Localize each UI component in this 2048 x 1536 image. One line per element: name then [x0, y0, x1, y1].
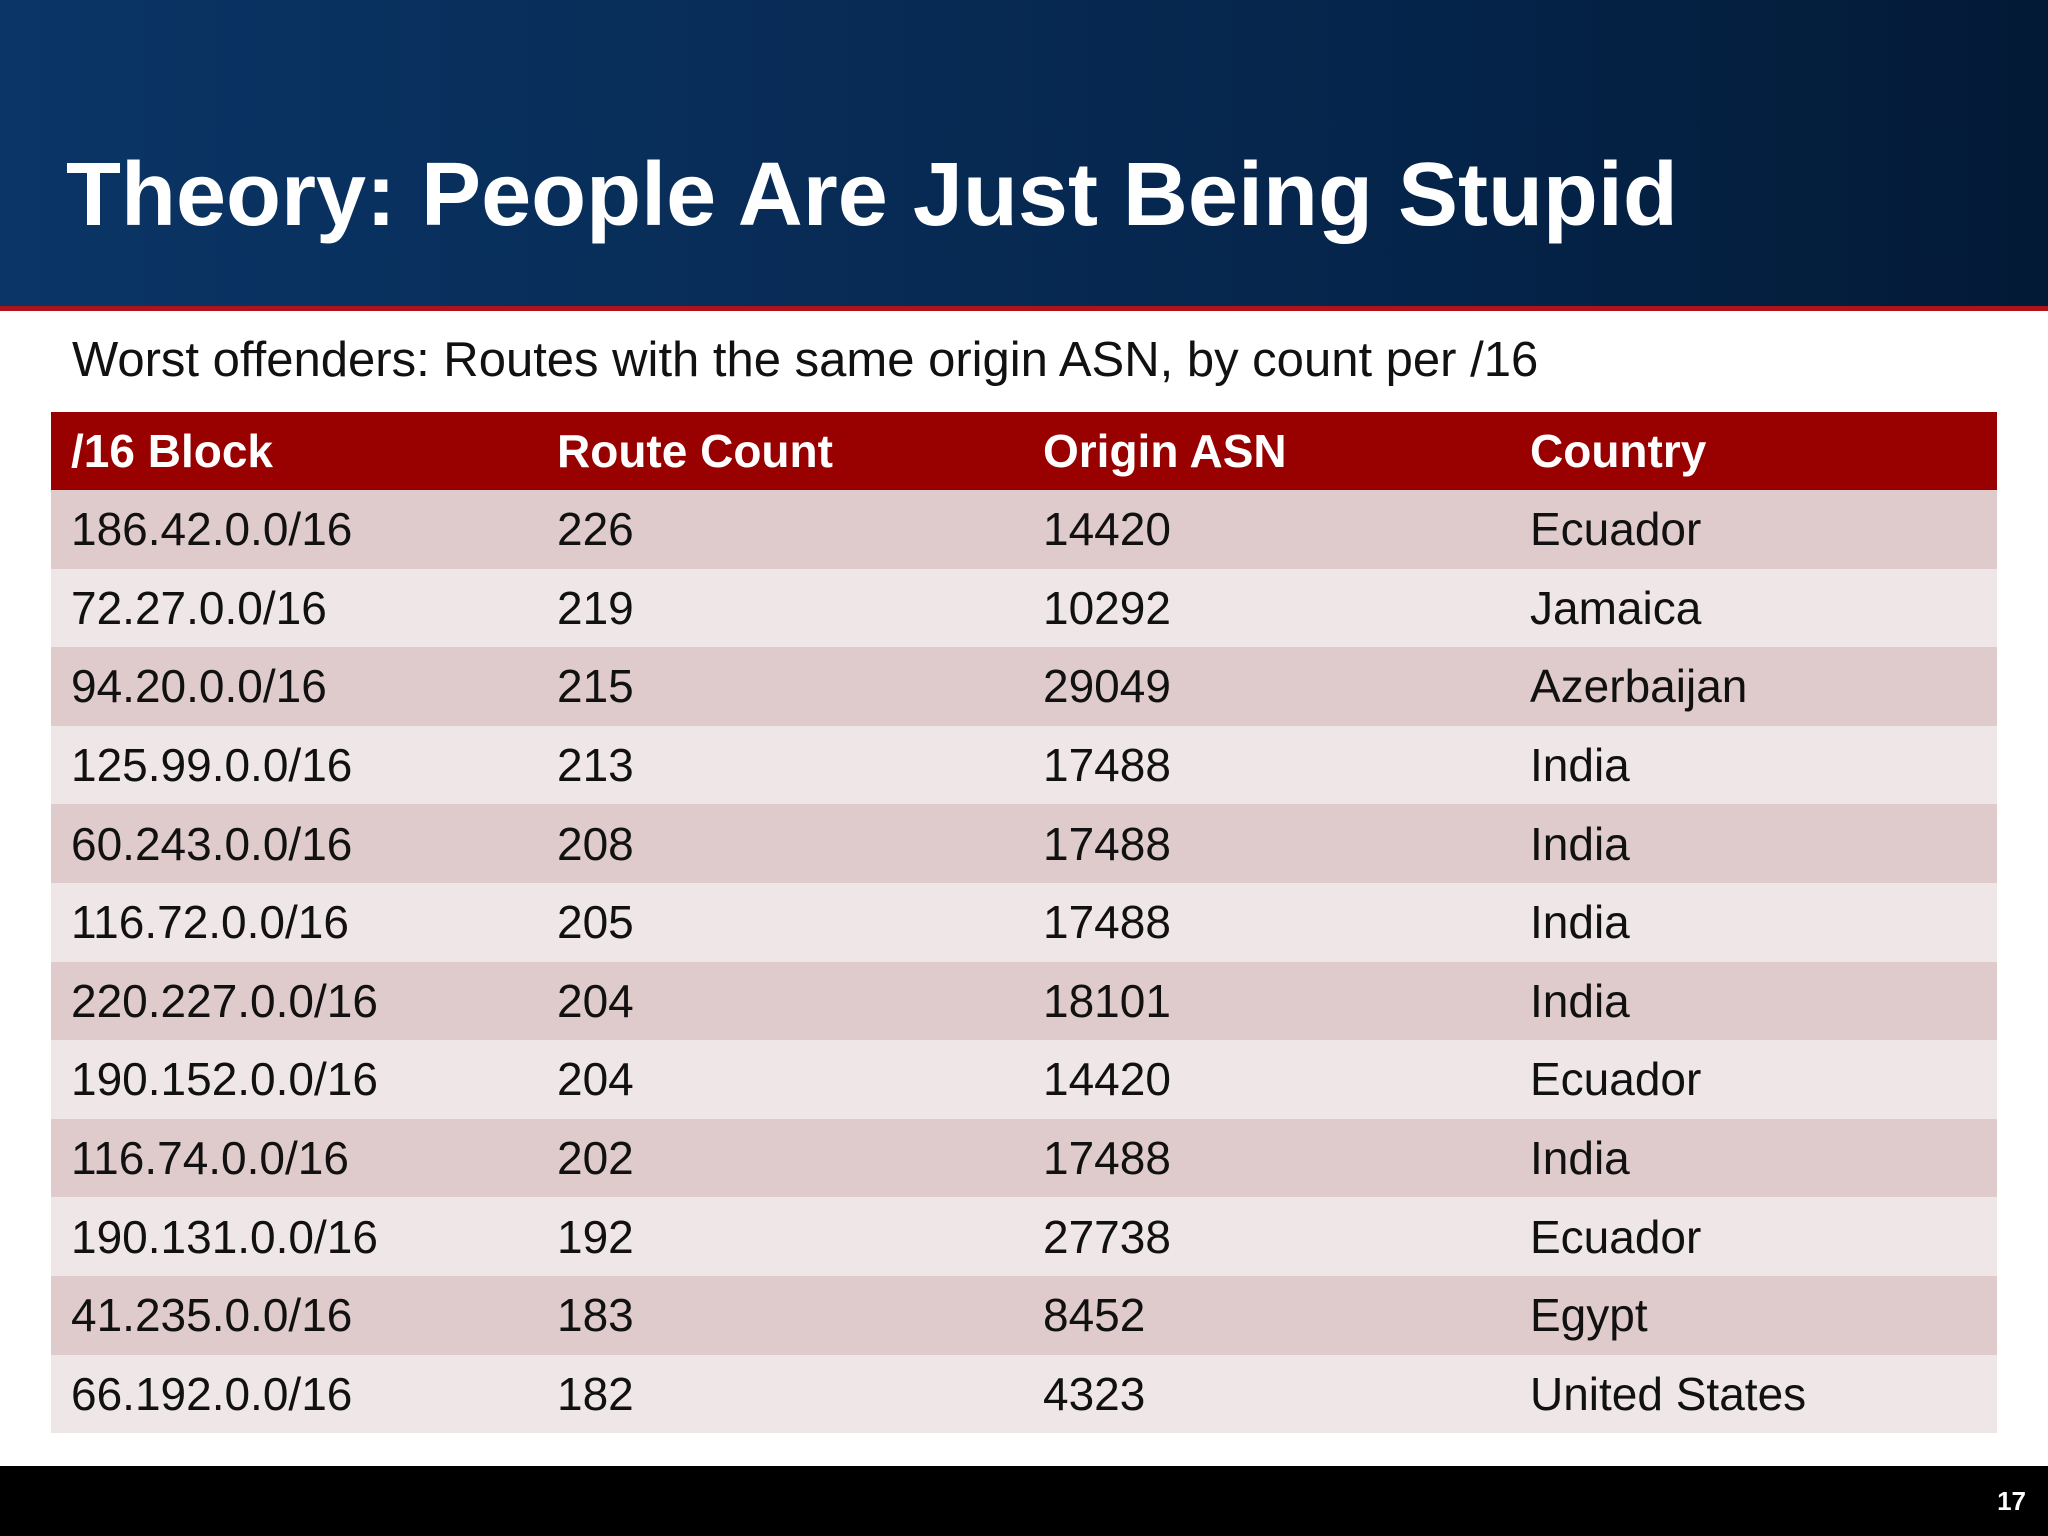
cell-route-count: 205 [557, 896, 634, 949]
cell-block: 186.42.0.0/16 [71, 503, 353, 556]
cell-block: 125.99.0.0/16 [71, 739, 353, 792]
cell-origin-asn: 18101 [1043, 974, 1171, 1027]
title-divider [0, 306, 2048, 311]
title-banner [0, 0, 2048, 306]
cell-country: Egypt [1530, 1289, 1648, 1342]
table-row: 220.227.0.0/16 204 18101 India [51, 961, 1997, 1041]
cell-route-count: 213 [557, 739, 634, 792]
table-body: 186.42.0.0/16 226 14420 Ecuador 72.27.0.0/16… [51, 490, 1997, 1434]
table-row: 116.72.0.0/16 205 17488 India [51, 882, 1997, 962]
cell-block: 190.152.0.0/16 [71, 1053, 378, 1106]
cell-country: Ecuador [1530, 503, 1702, 556]
cell-origin-asn: 8452 [1043, 1289, 1146, 1342]
column-header-origin-asn: Origin ASN [1043, 425, 1287, 477]
cell-origin-asn: 17488 [1043, 739, 1171, 792]
cell-country: Ecuador [1530, 1210, 1702, 1263]
table-row: 190.152.0.0/16 204 14420 Ecuador [51, 1040, 1997, 1119]
cell-country: India [1530, 739, 1630, 792]
cell-country: India [1530, 1132, 1630, 1185]
cell-route-count: 215 [557, 660, 634, 713]
cell-country: India [1530, 817, 1630, 870]
table-header-row: /16 Block Route Count Origin ASN Country [51, 412, 1997, 490]
cell-block: 41.235.0.0/16 [71, 1289, 353, 1342]
slide: Theory: People Are Just Being Stupid Wor… [0, 0, 2048, 1434]
cell-origin-asn: 14420 [1043, 503, 1171, 556]
page-number: 17 [1997, 1486, 2026, 1516]
table-row: 94.20.0.0/16 215 29049 Azerbaijan [51, 647, 1997, 726]
cell-origin-asn: 17488 [1043, 1132, 1171, 1185]
offenders-table: /16 Block Route Count Origin ASN Country… [51, 412, 1997, 1434]
cell-block: 94.20.0.0/16 [71, 660, 327, 713]
cell-origin-asn: 29049 [1043, 660, 1171, 713]
cell-route-count: 204 [557, 1053, 634, 1106]
cell-origin-asn: 17488 [1043, 896, 1171, 949]
cell-country: India [1530, 974, 1630, 1027]
column-header-country: Country [1530, 425, 1707, 477]
cell-country: Ecuador [1530, 1053, 1702, 1106]
table-row: 72.27.0.0/16 219 10292 Jamaica [51, 568, 1997, 648]
cell-route-count: 204 [557, 974, 634, 1027]
cell-origin-asn: 17488 [1043, 817, 1171, 870]
cell-route-count: 219 [557, 581, 634, 634]
cell-block: 60.243.0.0/16 [71, 817, 353, 870]
cell-route-count: 182 [557, 1367, 634, 1420]
cell-route-count: 208 [557, 817, 634, 870]
column-header-route-count: Route Count [557, 425, 833, 477]
table-row: 66.192.0.0/16 182 4323 United States [51, 1354, 1997, 1434]
table-row: 41.235.0.0/16 183 8452 Egypt [51, 1275, 1997, 1355]
cell-block: 190.131.0.0/16 [71, 1210, 378, 1263]
table-row: 190.131.0.0/16 192 27738 Ecuador [51, 1197, 1997, 1276]
column-header-block: /16 Block [71, 425, 273, 477]
cell-country: Azerbaijan [1530, 660, 1748, 713]
cell-route-count: 183 [557, 1289, 634, 1342]
table-row: 116.74.0.0/16 202 17488 India [51, 1118, 1997, 1198]
slide-title: Theory: People Are Just Being Stupid [66, 145, 1678, 245]
cell-block: 116.74.0.0/16 [71, 1132, 349, 1185]
cell-country: India [1530, 896, 1630, 949]
table-row: 125.99.0.0/16 213 17488 India [51, 725, 1997, 805]
cell-route-count: 202 [557, 1132, 634, 1185]
cell-route-count: 192 [557, 1210, 634, 1263]
cell-origin-asn: 14420 [1043, 1053, 1171, 1106]
cell-block: 72.27.0.0/16 [71, 581, 327, 634]
cell-country: Jamaica [1530, 581, 1702, 634]
cell-origin-asn: 10292 [1043, 581, 1171, 634]
cell-block: 220.227.0.0/16 [71, 974, 378, 1027]
cell-block: 66.192.0.0/16 [71, 1367, 353, 1420]
table-row: 60.243.0.0/16 208 17488 India [51, 804, 1997, 883]
slide-subtitle: Worst offenders: Routes with the same or… [72, 333, 1539, 387]
cell-block: 116.72.0.0/16 [71, 896, 349, 949]
cell-origin-asn: 4323 [1043, 1367, 1146, 1420]
table-row: 186.42.0.0/16 226 14420 Ecuador [51, 490, 1997, 569]
cell-origin-asn: 27738 [1043, 1210, 1171, 1263]
cell-country: United States [1530, 1367, 1807, 1420]
cell-route-count: 226 [557, 503, 634, 556]
footer-bar: 17 [0, 1466, 2048, 1536]
